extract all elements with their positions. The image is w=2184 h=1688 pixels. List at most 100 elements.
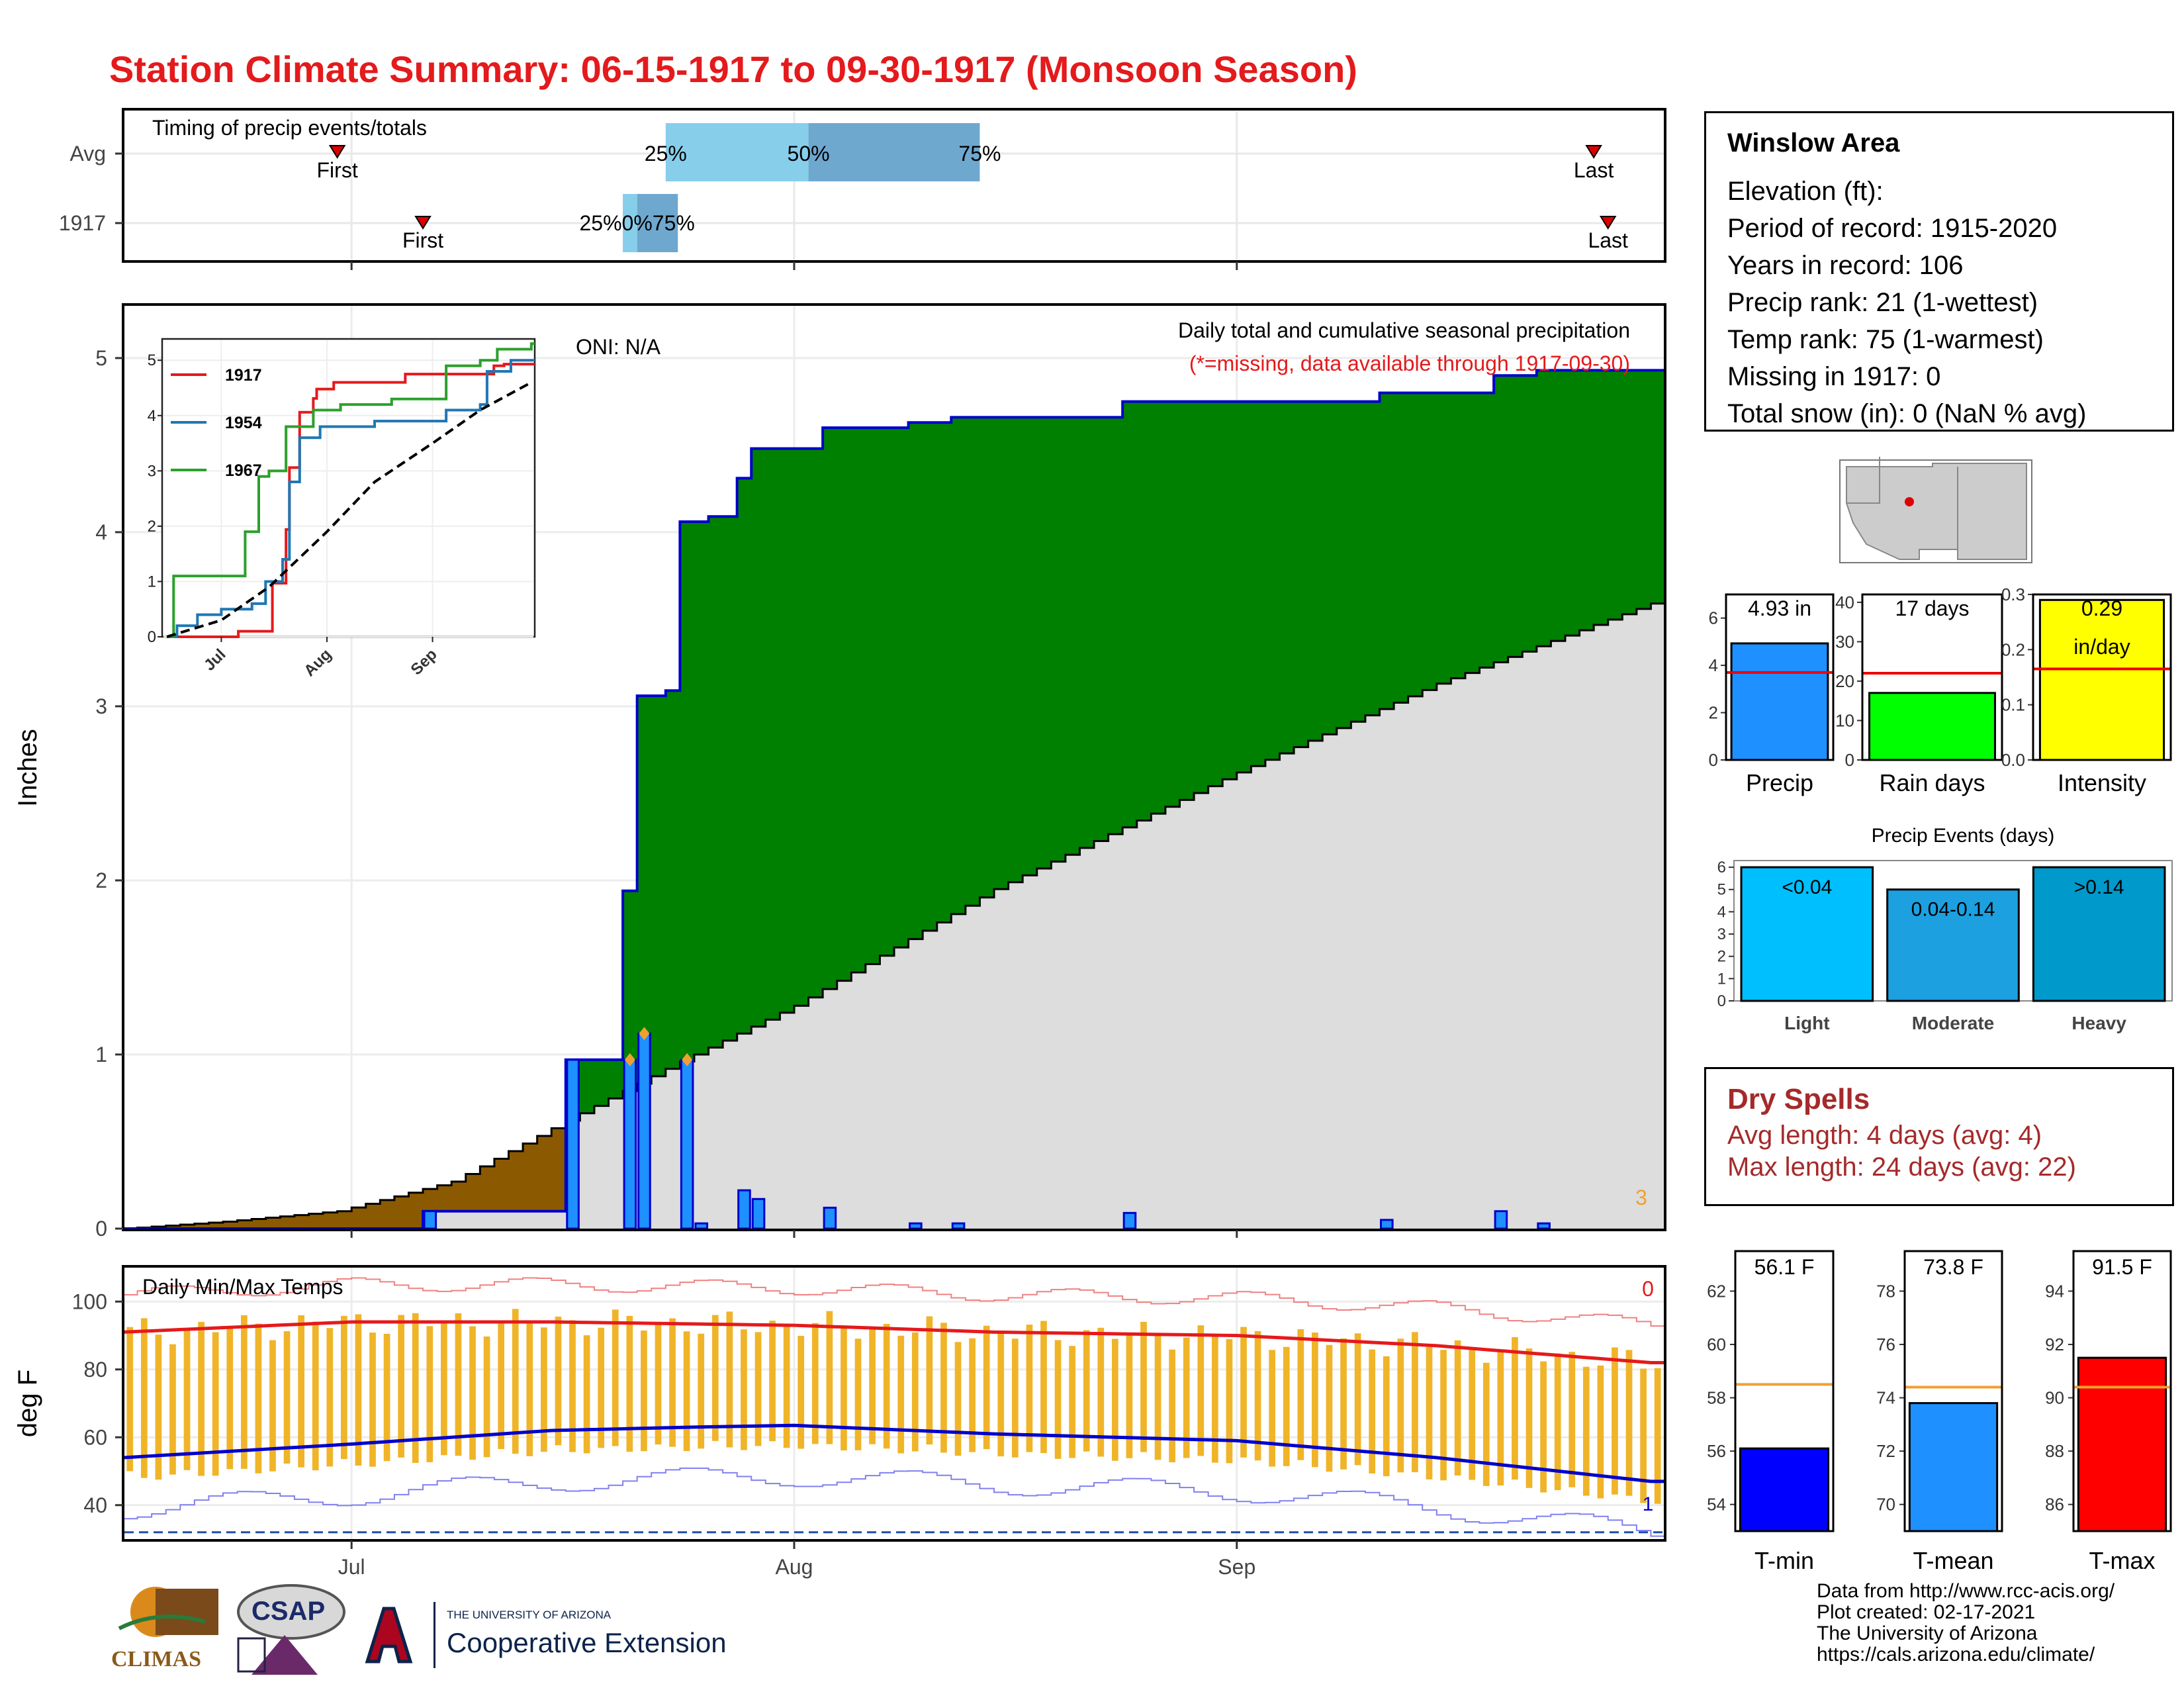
temp-range-bar-4 [183,1329,191,1470]
temp-range-bar-21 [426,1326,433,1462]
temp-frame [122,1265,1666,1542]
station-missing: Missing in 1917: 0 [1727,362,1941,391]
temp-range-bar-95 [1482,1362,1490,1486]
timing-avg-last-label: Last [1574,158,1614,182]
summary-ytick-label-2-3: 0.3 [2001,585,2025,604]
timing-marks: 25% 50% 75% 25%0%75% First Last First Last [115,142,1628,270]
temp-range-bar-99 [1540,1361,1547,1493]
timing-panel: Timing of precip events/totals Avg 1917 … [59,108,1666,270]
summary-frame-1 [1861,593,2003,761]
summary-frame-0 [1725,593,1835,761]
tempbar-ytick-label-0-2: 58 [1707,1388,1726,1408]
csap-logo: CSAP [232,1582,351,1681]
precip-yticks: 0 1 2 3 4 5 [95,346,1238,1241]
temp-range-bar-89 [1397,1338,1404,1473]
daily-precip-bar-0 [423,1210,437,1230]
timing-year-q25-q50 [623,194,637,252]
temp-range-bar-104 [1612,1347,1618,1495]
summary-label-0: Precip [1746,769,1813,796]
temp-bars [126,1309,1661,1504]
timing-year-first-marker [414,216,432,230]
dry-spells-box: Dry Spells Avg length: 4 days (avg: 4) M… [1704,1067,2174,1206]
temp-range-bar-85 [1340,1338,1347,1470]
temp-range-bar-0 [126,1327,134,1472]
temp-range-bar-56 [926,1316,933,1445]
temp-range-bar-92 [1440,1350,1447,1481]
precip-ytick-label-2: 2 [95,868,107,892]
tempbar-ytick-label-1-1: 72 [1876,1441,1895,1461]
tempbar-frame-2 [2072,1250,2172,1532]
xtick-label-1: Aug [776,1555,813,1579]
timing-year-q-label: 25%0%75% [579,211,694,235]
climas-wave-icon [118,1615,206,1630]
climas-text: CLIMAS [111,1647,202,1671]
temp-range-bar-88 [1383,1356,1390,1477]
temp-range-bar-51 [854,1338,862,1450]
climas-logo: CLIMAS [106,1582,222,1678]
temp-range-bar-16 [355,1314,362,1466]
timing-avg-first-label: First [317,158,358,182]
daily-precip-bar-9 [909,1222,923,1230]
station-temp-rank: Temp rank: 75 (1-warmest) [1727,325,2044,354]
temp-range-bar-59 [969,1338,976,1452]
temp-range-bar-48 [811,1323,819,1444]
temp-range-bar-11 [283,1331,291,1464]
tempbar-2 [2077,1356,2167,1532]
events-title: Precip Events (days) [1872,825,2055,847]
corner-count: 3 [1635,1186,1647,1209]
summary-ytick-label-1-4: 40 [1835,592,1854,612]
tempbar-frame-0 [1734,1250,1835,1532]
temp-range-bar-28 [526,1321,533,1456]
inset-ytick-label-1: 1 [148,573,156,590]
temp-range-bar-81 [1283,1346,1290,1466]
temp-range-bar-65 [1054,1340,1062,1459]
temp-range-bar-38 [669,1318,676,1447]
temp-range-bar-7 [226,1329,234,1470]
temp-range-bar-10 [269,1340,276,1472]
temp-range-bar-33 [598,1327,605,1448]
precip-ytick-label-5: 5 [95,346,107,370]
tempbar-ytick-label-1-0: 70 [1876,1495,1895,1515]
x-axis: Jul Aug Sep [338,1540,1255,1579]
temp-range-bar-50 [841,1325,847,1451]
temp-range-bar-54 [897,1335,905,1454]
tempbar-ytick-label-2-1: 88 [2045,1441,2064,1461]
summary-label-2: Intensity [2058,769,2146,796]
ua-small-text: THE UNIVERSITY OF ARIZONA [447,1609,612,1621]
temp-range-bar-90 [1412,1332,1418,1473]
summary-bar-0 [1730,642,1829,761]
timing-avg-q25-label: 25% [645,142,687,165]
precip-ylabel: Inches [13,729,42,807]
ua-logo: THE UNIVERSITY OF ARIZONA Cooperative Ex… [361,1602,745,1675]
temp-range-bar-94 [1469,1348,1476,1480]
temp-ytick-label-2: 80 [83,1358,107,1382]
temp-range-bar-41 [711,1315,719,1441]
xtick-label-0: Jul [338,1555,365,1579]
temp-range-bar-19 [398,1315,405,1458]
inset-ytick-label-0: 0 [148,628,156,646]
temp-range-bar-12 [298,1315,304,1468]
summary-ytick-label-0-0: 0 [1709,750,1718,770]
daily-precip-bar-13 [1494,1210,1508,1230]
temp-ytick-label-3: 100 [72,1289,107,1313]
summary-ytick-label-2-0: 0.0 [2001,750,2025,770]
timing-year-q50-q75 [637,194,678,252]
timing-bars [623,123,980,252]
temp-range-bar-96 [1497,1352,1504,1485]
temp-range-bar-2 [155,1335,162,1480]
temp-range-bar-6 [212,1332,219,1476]
temp-range-bar-34 [612,1309,619,1446]
temp-range-bar-8 [240,1315,248,1469]
ua-a-icon [365,1607,413,1664]
temp-range-bar-22 [441,1322,447,1456]
tempbar-1 [1908,1402,1999,1532]
temp-range-bar-84 [1326,1344,1333,1472]
tempbar-label-1: T-mean [1913,1547,1993,1574]
xtick-label-2: Sep [1218,1555,1255,1579]
inset-legend: 1917 1954 1967 [171,366,262,480]
station-elevation: Elevation (ft): [1727,177,1884,206]
record-marker-2 [624,1053,635,1066]
timing-title: Timing of precip events/totals [152,116,427,140]
